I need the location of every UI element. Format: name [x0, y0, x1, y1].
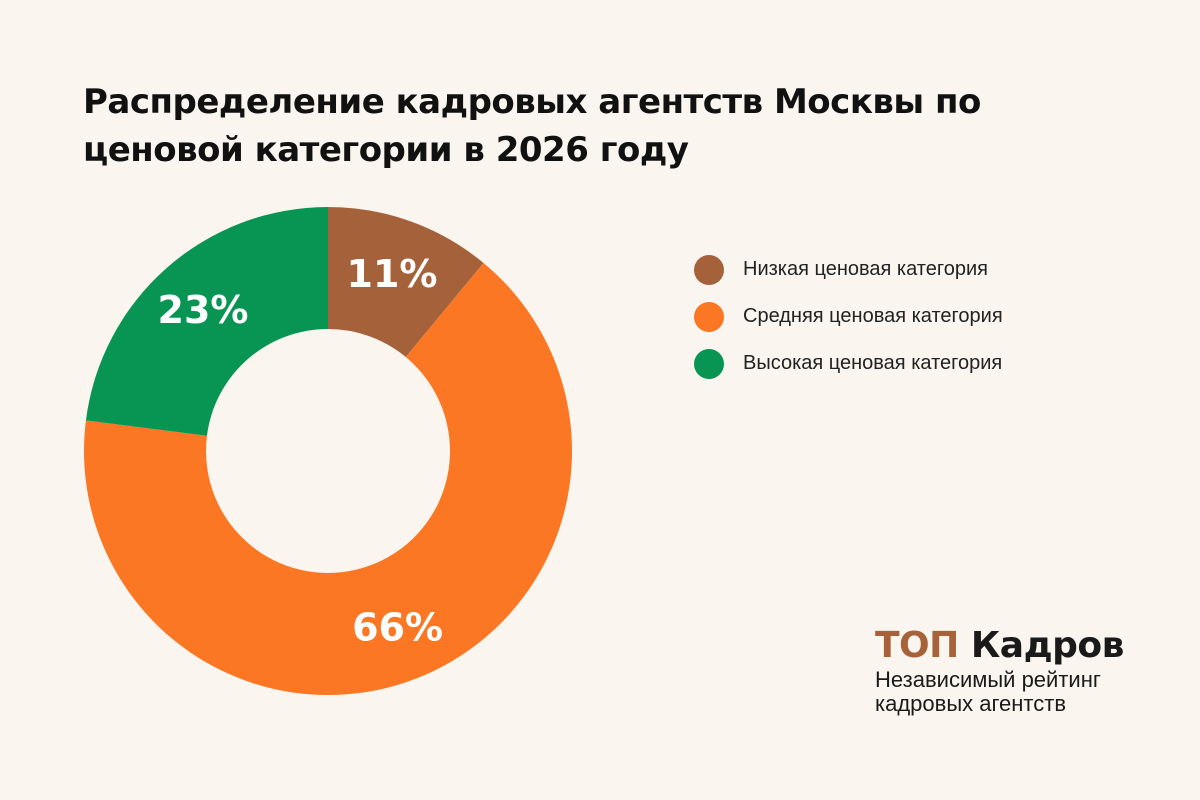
legend-label-medium: Средняя ценовая категория [743, 305, 1003, 327]
legend-label-high: Высокая ценовая категория [743, 352, 1003, 374]
chart-title: Распределение кадровых агентств Москвы п… [83, 82, 981, 170]
donut-label-low: 11% [347, 252, 438, 296]
donut-label-high: 23% [158, 288, 249, 332]
brand-subtitle-line2: кадровых агентств [875, 691, 1067, 716]
legend-item-low: Низкая ценовая категория [694, 246, 1003, 293]
brand-logo: ТОП Кадров Независимый рейтинг кадровых … [875, 624, 1124, 716]
brand-name: ТОП Кадров [875, 624, 1124, 668]
brand-name-part1: ТОП [875, 625, 959, 666]
legend-item-medium: Средняя ценовая категория [694, 293, 1003, 340]
legend-swatch-low [694, 254, 724, 285]
brand-name-part2: Кадров [970, 625, 1125, 666]
legend-item-high: Высокая ценовая категория [694, 340, 1003, 387]
donut-label-medium: 66% [352, 606, 443, 650]
brand-subtitle-line1: Независимый рейтинг [875, 667, 1101, 692]
legend-swatch-high [694, 348, 724, 379]
legend-label-low: Низкая ценовая категория [743, 258, 988, 280]
donut-slice-low [328, 207, 484, 357]
donut-slice-high [85, 207, 328, 436]
legend-swatch-medium [694, 301, 724, 332]
legend: Низкая ценовая категория Средняя ценовая… [694, 246, 1003, 387]
donut-slice-medium [84, 262, 573, 695]
